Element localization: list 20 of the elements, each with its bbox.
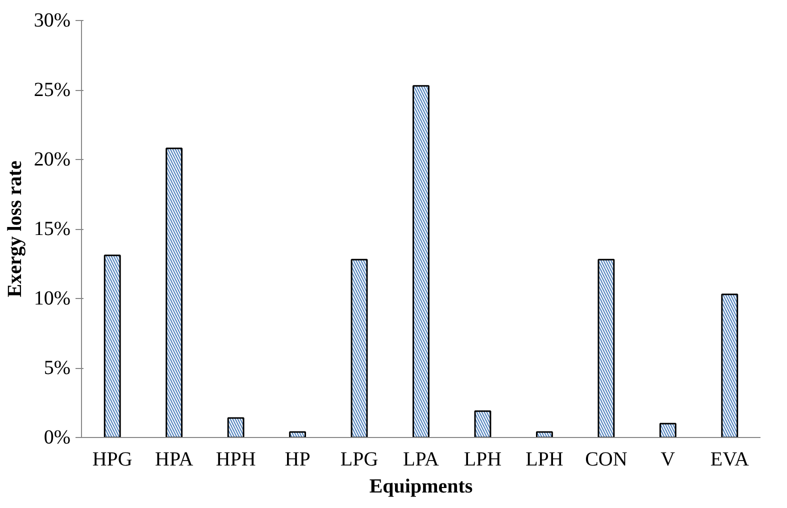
- y-tick-label: 30%: [34, 10, 71, 32]
- y-axis-title: Exergy loss rate: [4, 160, 26, 298]
- x-tick-label: LPG: [340, 448, 378, 470]
- x-tick-label: V: [660, 448, 676, 470]
- x-tick-label: HPH: [216, 448, 256, 470]
- y-tick-label: 5%: [44, 357, 71, 379]
- x-tick-label: LPH: [464, 448, 502, 470]
- y-tick-label: 20%: [34, 148, 71, 170]
- y-tick-label: 0%: [44, 426, 71, 448]
- y-tick-label: 10%: [34, 288, 71, 310]
- x-tick-label: HPG: [92, 448, 132, 470]
- x-tick-label: HP: [284, 448, 310, 470]
- x-tick-label: LPH: [526, 448, 564, 470]
- x-tick-label: EVA: [710, 448, 750, 470]
- y-tick-label: 25%: [34, 79, 71, 101]
- x-tick-label: LPA: [403, 448, 440, 470]
- y-tick-label: 15%: [34, 218, 71, 240]
- x-axis-title: Equipments: [369, 476, 473, 498]
- x-tick-label: CON: [585, 448, 628, 470]
- x-tick-label: HPA: [155, 448, 194, 470]
